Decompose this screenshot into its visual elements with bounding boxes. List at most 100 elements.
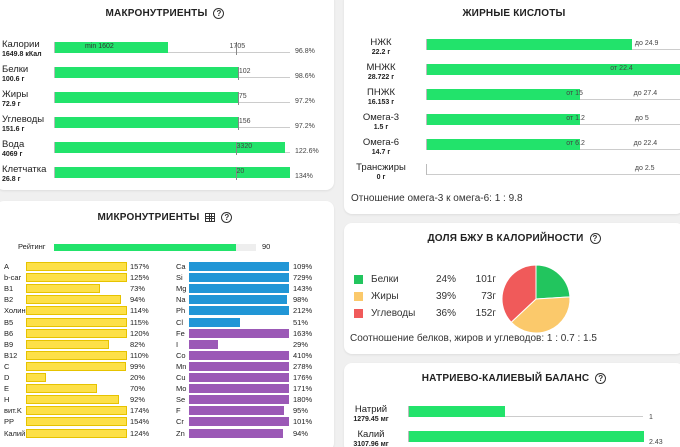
micro-label: B1 <box>4 284 14 294</box>
micro-label: Cl <box>176 317 184 327</box>
micro-value: 212% <box>293 306 313 316</box>
micro-label: b-car <box>4 273 22 283</box>
energy-share-card: ДОЛЯ БЖУ В КАЛОРИЙНОСТИ ? Белки 24% 101г Жи… <box>344 223 680 354</box>
legend-name: Белки <box>371 274 399 285</box>
macro-bar: 75 <box>54 92 290 105</box>
micro-label: B6 <box>4 328 14 338</box>
fatty-label: МНЖК 28.722 г <box>344 63 418 83</box>
fatty-bar-fill <box>427 39 632 50</box>
macro-bar: 3320 <box>54 142 290 155</box>
help-icon[interactable]: ? <box>213 8 225 19</box>
norm-value: 156 <box>238 118 251 125</box>
fatty-bar: от 15 до 27.4 <box>426 89 680 100</box>
fatty-label: Омега-3 1.5 г <box>344 113 418 133</box>
fatty-bar: до 2.5 <box>426 164 680 175</box>
sodium-potassium-title: НАТРИЕВО-КАЛИЕВЫЙ БАЛАНС ? <box>344 373 680 384</box>
norm-value: до 27.4 <box>633 90 658 97</box>
macro-bar-fill <box>55 117 238 128</box>
rating-bar-fill <box>54 244 236 251</box>
fatty-acids-card: ЖИРНЫЕ КИСЛОТЫ НЖК 22.2 г до 24.9 МНЖК 28.72… <box>344 0 680 214</box>
micro-value: 176% <box>293 373 313 382</box>
table-icon[interactable] <box>205 213 216 222</box>
mineral-bar <box>189 350 289 360</box>
micro-label: Cr <box>176 417 184 427</box>
fatty-name: МНЖК <box>366 62 396 73</box>
micro-label: F <box>176 406 181 416</box>
help-icon[interactable]: ? <box>589 233 601 244</box>
help-icon[interactable]: ? <box>221 212 233 223</box>
macro-bar-fill <box>55 67 238 78</box>
micro-label: I <box>176 339 179 349</box>
balance-value: 1 <box>649 414 653 421</box>
macro-row: Калории 1649.8 кКал 1705 min 1602 96.8% <box>0 38 330 63</box>
micro-label: Ca <box>176 262 186 271</box>
norm-value: до 5 <box>634 115 649 122</box>
micro-value: 729% <box>293 273 313 283</box>
fatty-label: Трансжиры 0 г <box>344 163 418 183</box>
micro-value: 120% <box>130 328 150 338</box>
macro-label: Белки 100.6 г <box>2 65 54 85</box>
micro-value: 110% <box>130 350 149 360</box>
fatty-amount: 16.153 г <box>367 99 395 106</box>
fatty-bar-fill <box>427 64 680 75</box>
micro-value: 109% <box>293 262 313 271</box>
micronutrients-title: МИКРОНУТРИЕНТЫ ? <box>0 212 334 223</box>
micro-value: 20% <box>130 373 146 382</box>
help-icon[interactable]: ? <box>595 373 607 384</box>
macro-label: Жиры 72.9 г <box>2 90 54 110</box>
macro-percent: 97.2% <box>295 123 315 130</box>
macro-name: Жиры <box>2 89 29 100</box>
fatty-amount: 0 г <box>376 174 386 181</box>
balance-value: 2.43 <box>649 439 663 446</box>
micro-label: Калий <box>4 428 26 438</box>
macro-bar: 1705 min 1602 <box>54 42 290 55</box>
norm-marker <box>235 142 237 155</box>
balance-label: Натрий 1279.45 мг <box>344 405 398 425</box>
mineral-bar <box>189 384 289 394</box>
macro-row: Белки 100.6 г 102 98.6% <box>0 63 330 88</box>
micro-value: 115% <box>130 317 149 327</box>
micro-value: 114% <box>130 306 149 316</box>
macro-name: Белки <box>2 64 29 75</box>
micro-label: C <box>4 361 10 371</box>
macro-name: Углеводы <box>2 114 45 125</box>
balance-bar-fill <box>409 431 644 442</box>
fatty-name: Трансжиры <box>356 162 406 173</box>
balance-label: Калий 3107.96 мг <box>344 430 398 447</box>
pie-slice <box>535 264 571 300</box>
legend-grams: 73г <box>481 291 496 302</box>
balance-bar <box>408 431 644 442</box>
mineral-bar <box>189 306 289 316</box>
micro-label: Se <box>176 395 186 405</box>
micro-value: 29% <box>293 339 309 349</box>
vitamin-bar <box>26 350 127 360</box>
micro-value: 278% <box>293 361 313 371</box>
micro-value: 174% <box>130 406 150 416</box>
mineral-bar <box>189 395 289 405</box>
macro-row: Жиры 72.9 г 75 97.2% <box>0 88 330 113</box>
fatty-label: Омега-6 14.7 г <box>344 138 418 158</box>
norm-marker <box>237 117 239 130</box>
micro-value: 94% <box>293 428 309 438</box>
rating-bar <box>54 244 256 251</box>
micro-value: 82% <box>130 339 146 349</box>
micro-value: 70% <box>130 384 146 394</box>
mineral-bar <box>189 417 289 427</box>
micro-value: 154% <box>130 417 150 427</box>
norm-value: от 1.2 <box>566 115 585 122</box>
macro-name: Калории <box>2 39 40 50</box>
fatty-bar-fill <box>427 89 580 100</box>
micro-label: Холин <box>4 306 26 316</box>
energy-share-title: ДОЛЯ БЖУ В КАЛОРИЙНОСТИ ? <box>344 233 680 244</box>
vitamin-bar <box>26 328 127 338</box>
micro-label: D <box>4 373 10 382</box>
micro-value: 51% <box>293 317 309 327</box>
macro-bar-fill <box>55 142 286 153</box>
micro-label: Na <box>176 295 186 305</box>
vitamin-bar <box>26 373 47 382</box>
norm-value: до 22.4 <box>633 140 658 147</box>
macro-amount: 1649.8 кКал <box>2 51 42 58</box>
vitamin-bar <box>26 417 127 427</box>
macro-label: Клетчатка 26.8 г <box>2 165 54 185</box>
macro-row: Углеводы 151.6 г 156 97.2% <box>0 113 330 138</box>
